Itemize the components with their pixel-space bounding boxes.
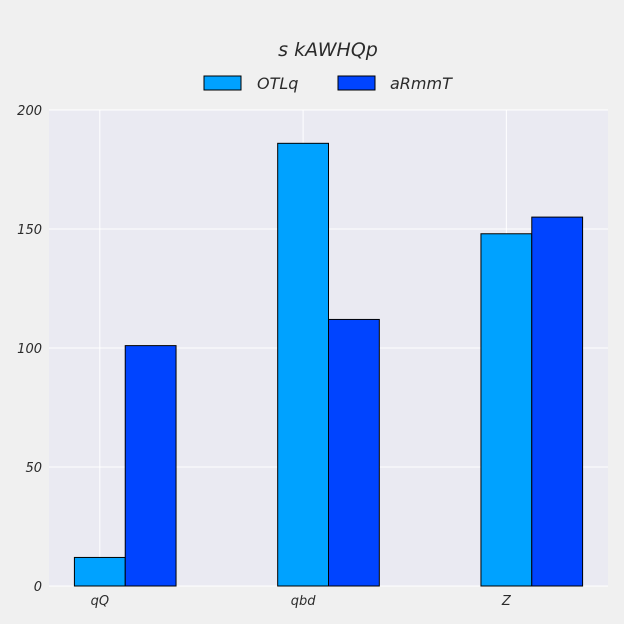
y-tick-label: 0: [34, 580, 42, 595]
bar-OTLq-qQ: [73, 556, 126, 587]
y-tick-label: 100: [17, 342, 42, 357]
plot-area: 0 50 100 150 200 qQ qbd Z: [17, 104, 608, 609]
x-tick-label: qbd: [291, 594, 317, 609]
bar-OTLq-qbd: [277, 142, 330, 587]
legend-label-series-2: aRmmT: [390, 74, 453, 93]
bar-aRmmT-Z: [531, 216, 584, 587]
legend: OTLq aRmmT: [203, 74, 453, 93]
y-tick-label: 150: [17, 223, 42, 238]
legend-swatch-series-2: [337, 75, 376, 91]
bar-OTLq-Z: [480, 233, 533, 587]
chart-title: s kAWHQp: [278, 39, 378, 61]
bar-aRmmT-qbd: [328, 318, 380, 587]
y-tick-label: 200: [17, 104, 42, 119]
bar-aRmmT-qQ: [124, 345, 177, 587]
legend-swatch-series-1: [203, 75, 242, 91]
x-tick-label: qQ: [91, 594, 109, 609]
legend-label-series-1: OTLq: [257, 74, 298, 93]
x-tick-label: Z: [501, 594, 512, 609]
y-tick-label: 50: [25, 461, 42, 476]
